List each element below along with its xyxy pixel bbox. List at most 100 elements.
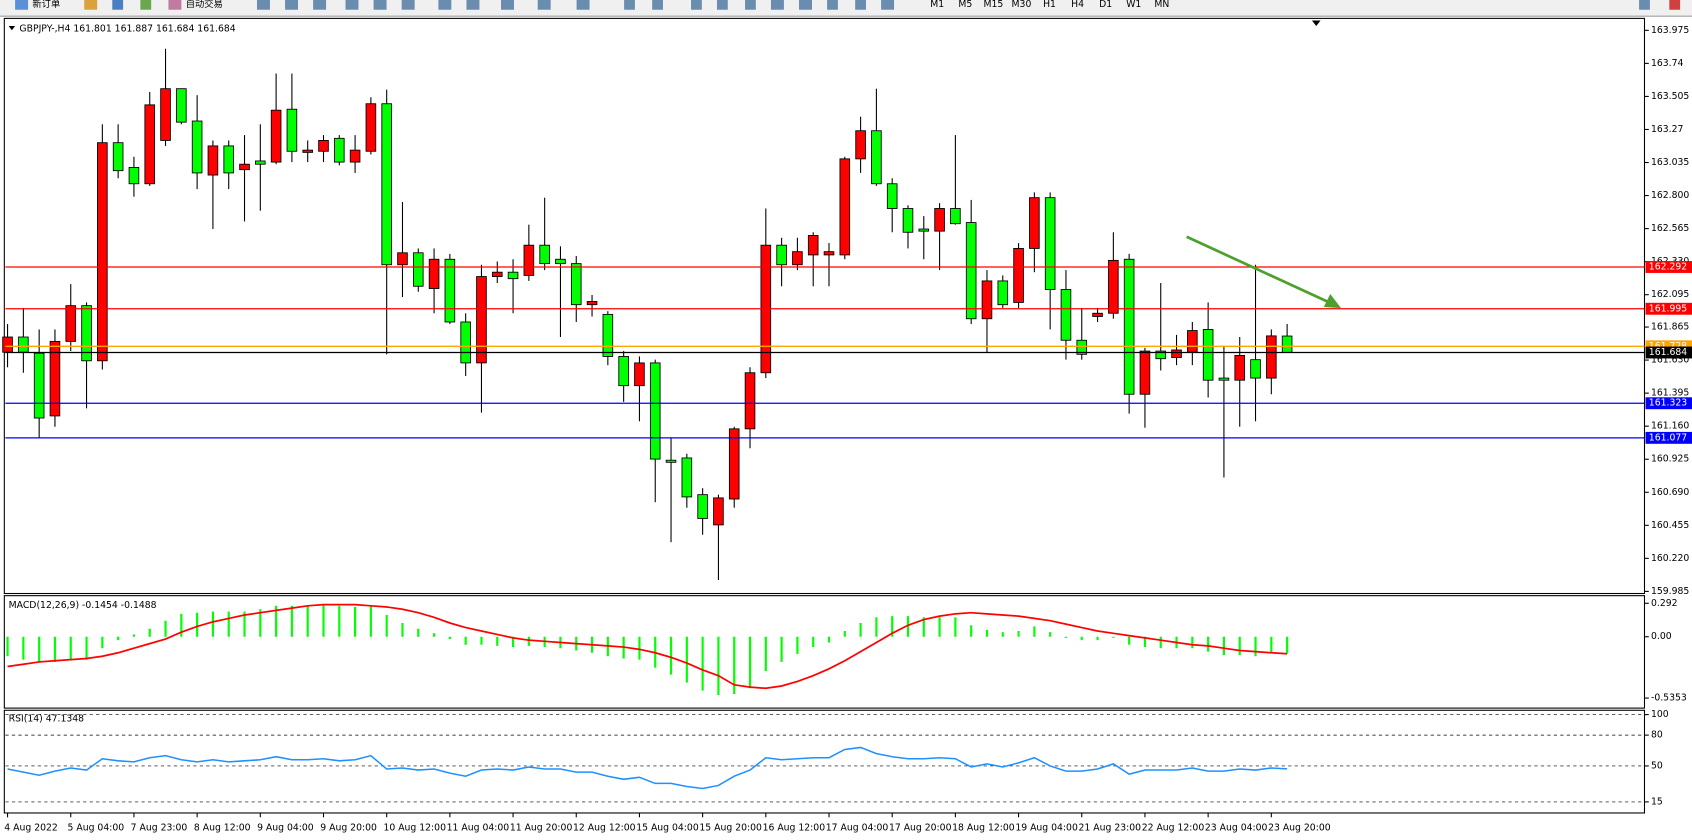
candle-body bbox=[728, 428, 740, 500]
candle-body bbox=[855, 130, 866, 160]
candle-body bbox=[460, 321, 471, 364]
tool-icon[interactable] bbox=[716, 0, 728, 10]
period-button[interactable]: MN bbox=[1154, 0, 1169, 10]
candle-body bbox=[191, 120, 203, 174]
tool-icon[interactable] bbox=[652, 0, 663, 10]
tool-icon[interactable] bbox=[285, 0, 299, 10]
tool-icon[interactable] bbox=[345, 0, 359, 10]
tool-icon[interactable] bbox=[624, 0, 635, 10]
tool-icon[interactable] bbox=[501, 0, 514, 10]
level-label: 161.323 bbox=[1649, 398, 1687, 409]
search-icon[interactable] bbox=[1639, 0, 1650, 10]
candle-body bbox=[649, 362, 661, 460]
x-tick-label: 23 Aug 20:00 bbox=[1268, 823, 1331, 834]
tool-icon[interactable] bbox=[770, 0, 784, 10]
tool-icon[interactable] bbox=[466, 0, 480, 10]
period-button[interactable]: H4 bbox=[1071, 0, 1084, 10]
candle-body bbox=[444, 258, 456, 323]
candle-body bbox=[81, 305, 92, 362]
x-tick-label: 11 Aug 20:00 bbox=[510, 823, 573, 834]
y-tick-label: 163.975 bbox=[1651, 25, 1689, 36]
plot-layer: 163.975 163.74 163.505 163.27 163.035 162.800… bbox=[2, 25, 1692, 834]
candle-body bbox=[49, 340, 61, 417]
candle-body bbox=[1234, 355, 1246, 381]
candle-body bbox=[871, 130, 882, 185]
auto-trade-button[interactable]: 自动交易 bbox=[186, 0, 223, 10]
candle-body bbox=[476, 276, 487, 364]
tool-icon[interactable] bbox=[373, 0, 387, 10]
x-tick-label: 12 Aug 12:00 bbox=[573, 823, 636, 834]
tool-icon[interactable] bbox=[881, 0, 895, 10]
candle-body bbox=[2, 336, 13, 353]
x-tick-label: 15 Aug 04:00 bbox=[636, 823, 699, 834]
candle-body bbox=[886, 183, 898, 209]
level-label: 161.728 bbox=[1649, 341, 1687, 352]
auto-trade-icon[interactable] bbox=[168, 0, 182, 10]
tool-icon[interactable] bbox=[112, 0, 124, 10]
candle-body bbox=[65, 305, 77, 342]
y-tick-label: 161.395 bbox=[1651, 388, 1689, 399]
tool-icon[interactable] bbox=[691, 0, 702, 10]
y-tick-label: 0.292 bbox=[1651, 598, 1678, 609]
x-tick-label: 17 Aug 20:00 bbox=[889, 823, 952, 834]
candle-body bbox=[270, 109, 282, 163]
y-tick-label: 50 bbox=[1651, 760, 1663, 771]
tool-icon[interactable] bbox=[537, 0, 551, 10]
candle-body bbox=[981, 280, 993, 320]
candle-body bbox=[634, 362, 645, 387]
new-order-button[interactable]: 新订单 bbox=[32, 0, 60, 10]
period-button[interactable]: M5 bbox=[958, 0, 972, 10]
candle-body bbox=[1266, 335, 1277, 379]
period-button[interactable]: M15 bbox=[983, 0, 1003, 10]
candle-body bbox=[539, 244, 550, 265]
tool-icon[interactable] bbox=[438, 0, 452, 10]
period-button[interactable]: W1 bbox=[1126, 0, 1141, 10]
candle-body bbox=[349, 149, 361, 163]
candle-body bbox=[491, 271, 503, 277]
trend-arrowhead bbox=[1323, 294, 1342, 309]
y-tick-label: 80 bbox=[1651, 730, 1663, 741]
candle-body bbox=[1060, 289, 1072, 341]
level-label: 161.995 bbox=[1649, 303, 1687, 314]
x-tick-label: 4 Aug 2022 bbox=[4, 823, 58, 834]
x-tick-label: 16 Aug 12:00 bbox=[763, 823, 826, 834]
period-button[interactable]: H1 bbox=[1043, 0, 1056, 10]
candle-body bbox=[681, 457, 693, 498]
tool-icon[interactable] bbox=[256, 0, 270, 10]
new-order-icon[interactable] bbox=[15, 0, 29, 10]
tool-icon[interactable] bbox=[827, 0, 838, 10]
x-tick-label: 21 Aug 23:00 bbox=[1079, 823, 1142, 834]
candle-body bbox=[665, 459, 677, 463]
shift-marker bbox=[1311, 20, 1321, 26]
toolbar-icons bbox=[256, 0, 1681, 10]
rsi-title: RSI(14) 47.1348 bbox=[9, 713, 85, 724]
alert-icon[interactable] bbox=[1669, 0, 1681, 10]
tool-icon[interactable] bbox=[140, 0, 152, 10]
tool-icon[interactable] bbox=[84, 0, 98, 10]
level-label: 161.684 bbox=[1649, 347, 1687, 358]
candle-body bbox=[1171, 349, 1182, 358]
y-tick-label: 162.095 bbox=[1651, 289, 1689, 300]
level-label-box bbox=[1645, 302, 1692, 315]
candle-body bbox=[618, 355, 629, 387]
candle-body bbox=[286, 108, 298, 152]
tool-icon[interactable] bbox=[401, 0, 415, 10]
tool-icon[interactable] bbox=[745, 0, 756, 10]
candle-body bbox=[997, 280, 1009, 306]
candle-body bbox=[1155, 350, 1167, 360]
tool-icon[interactable] bbox=[799, 0, 812, 10]
period-button[interactable]: M1 bbox=[930, 0, 944, 10]
tool-icon[interactable] bbox=[313, 0, 327, 10]
main-panel bbox=[3, 17, 1646, 595]
y-tick-label: 15 bbox=[1651, 796, 1663, 807]
level-label-box bbox=[1645, 397, 1692, 410]
period-button[interactable]: M30 bbox=[1012, 0, 1032, 10]
level-label: 162.292 bbox=[1649, 261, 1687, 272]
tool-icon[interactable] bbox=[855, 0, 866, 10]
candle-body bbox=[744, 372, 756, 430]
x-tick-label: 23 Aug 04:00 bbox=[1205, 823, 1268, 834]
tool-icon[interactable] bbox=[576, 0, 590, 10]
period-button[interactable]: D1 bbox=[1099, 0, 1112, 10]
candle-body bbox=[1044, 197, 1056, 290]
